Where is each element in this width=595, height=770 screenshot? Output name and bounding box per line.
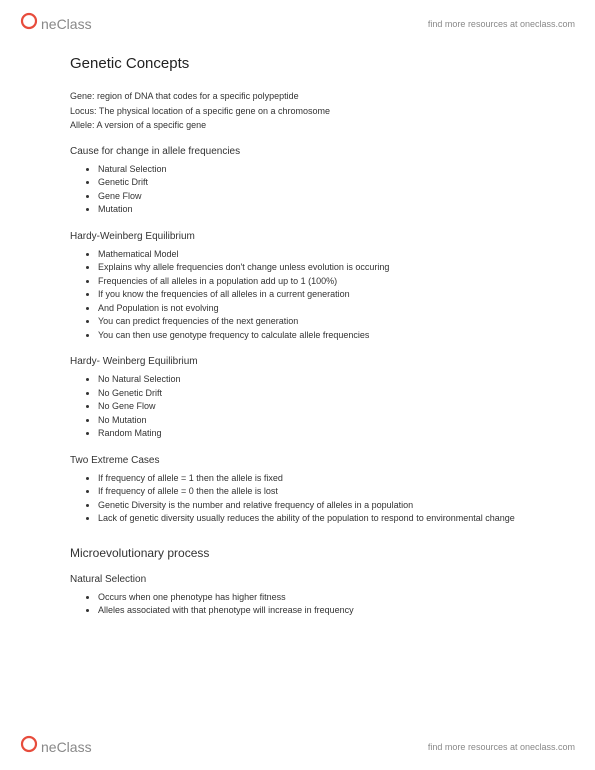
list-item: No Gene Flow (98, 400, 525, 414)
definition-term: Locus: (70, 106, 97, 116)
footer-resources-link[interactable]: find more resources at oneclass.com (428, 742, 575, 752)
list-item: If frequency of allele = 0 then the alle… (98, 485, 525, 499)
list-item: Frequencies of all alleles in a populati… (98, 275, 525, 289)
definition-line: Gene: region of DNA that codes for a spe… (70, 90, 525, 103)
document-content: Genetic Concepts Gene: region of DNA tha… (0, 45, 595, 618)
list-item: You can then use genotype frequency to c… (98, 329, 525, 343)
page-footer: neClass find more resources at oneclass.… (0, 725, 595, 770)
section-heading: Hardy- Weinberg Equilibrium (70, 356, 525, 367)
list-item: Explains why allele frequencies don't ch… (98, 261, 525, 275)
list-item: Natural Selection (98, 163, 525, 177)
list-item: Mathematical Model (98, 248, 525, 262)
list-item: No Natural Selection (98, 373, 525, 387)
list-item: Occurs when one phenotype has higher fit… (98, 591, 525, 605)
logo-icon (20, 735, 38, 758)
microevolutionary-heading: Microevolutionary process (70, 546, 525, 560)
logo-icon (20, 12, 38, 35)
definition-line: Locus: The physical location of a specif… (70, 105, 525, 118)
footer-logo-text: neClass (41, 739, 92, 755)
logo-text: neClass (41, 16, 92, 32)
list-item: Lack of genetic diversity usually reduce… (98, 512, 525, 526)
footer-logo: neClass (20, 735, 92, 758)
list-item: If you know the frequencies of all allel… (98, 288, 525, 302)
section-heading: Two Extreme Cases (70, 455, 525, 466)
list-item: You can predict frequencies of the next … (98, 315, 525, 329)
list-item: Genetic Diversity is the number and rela… (98, 499, 525, 513)
bullet-list: Occurs when one phenotype has higher fit… (70, 591, 525, 618)
list-item: Genetic Drift (98, 176, 525, 190)
section-heading: Cause for change in allele frequencies (70, 146, 525, 157)
definition-body: The physical location of a specific gene… (97, 106, 330, 116)
list-item: Random Mating (98, 427, 525, 441)
list-item: If frequency of allele = 1 then the alle… (98, 472, 525, 486)
list-item: No Genetic Drift (98, 387, 525, 401)
list-item: Gene Flow (98, 190, 525, 204)
bullet-list: No Natural SelectionNo Genetic DriftNo G… (70, 373, 525, 441)
bullet-list: Natural SelectionGenetic DriftGene FlowM… (70, 163, 525, 217)
list-item: Mutation (98, 203, 525, 217)
subsection-heading: Natural Selection (70, 574, 525, 585)
list-item: And Population is not evolving (98, 302, 525, 316)
definition-term: Allele: (70, 120, 95, 130)
definition-term: Gene: (70, 91, 95, 101)
definition-body: region of DNA that codes for a specific … (95, 91, 299, 101)
definitions-block: Gene: region of DNA that codes for a spe… (70, 90, 525, 132)
list-item: No Mutation (98, 414, 525, 428)
header-resources-link[interactable]: find more resources at oneclass.com (428, 19, 575, 29)
bullet-list: If frequency of allele = 1 then the alle… (70, 472, 525, 526)
bullet-list: Mathematical ModelExplains why allele fr… (70, 248, 525, 343)
page-header: neClass find more resources at oneclass.… (0, 0, 595, 45)
page-title: Genetic Concepts (70, 55, 525, 72)
list-item: Alleles associated with that phenotype w… (98, 604, 525, 618)
logo: neClass (20, 12, 92, 35)
definition-body: A version of a specific gene (95, 120, 207, 130)
section-heading: Hardy-Weinberg Equilibrium (70, 231, 525, 242)
definition-line: Allele: A version of a specific gene (70, 119, 525, 132)
